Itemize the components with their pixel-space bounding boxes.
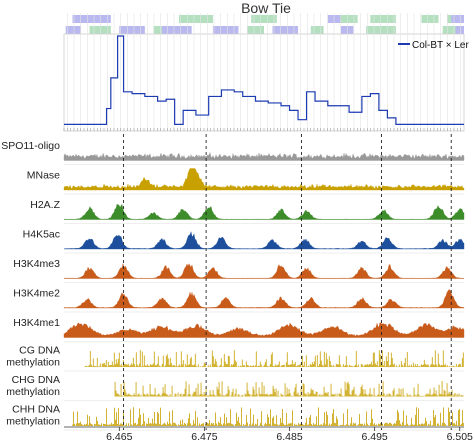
track-area (63, 289, 465, 309)
crossover-panel: Col-BT × Ler (63, 13, 469, 132)
track-area (63, 203, 465, 220)
track-3: H4K5ac (23, 229, 465, 254)
annotation-lower-segment (272, 26, 299, 34)
track-label: H3K4me3 (13, 258, 60, 270)
annotation-lower_green-segment (89, 26, 111, 34)
annotation-lower_green-segment (153, 26, 162, 34)
track-area (63, 152, 465, 161)
annotation-lower_green-segment (246, 26, 264, 34)
x-tick-label: 6.495 (361, 431, 387, 440)
annotation-top-segment (251, 15, 277, 23)
crossover-series-line (64, 35, 464, 125)
track-label: H3K4me2 (13, 288, 60, 300)
track-2: H2A.Z (30, 199, 465, 224)
track-5: H3K4me2 (13, 288, 465, 313)
annotation-top-segment (421, 15, 439, 23)
dashed-markers (123, 134, 452, 430)
annotation-upper-segment (72, 15, 111, 23)
annotation-lower-segment (212, 26, 239, 34)
track-label: SPO11-oligo (1, 140, 60, 152)
track-bars (72, 407, 464, 426)
annotation-top-segment (178, 15, 213, 23)
legend-label: Col-BT × Ler (412, 40, 469, 51)
track-panels: SPO11-oligo MNase H2A.Z H4K5ac H3K4me3 H3K4me… (1, 140, 465, 431)
x-tick-label: 6.465 (106, 431, 132, 440)
annotation-top-segment (370, 15, 396, 23)
track-area (63, 168, 465, 191)
track-0: SPO11-oligo (1, 140, 465, 165)
track-9: CHH DNA methylation (6, 404, 464, 431)
track-label: CHH DNA methylation (6, 404, 60, 428)
track-bars (84, 350, 464, 367)
track-label: H3K4me1 (13, 317, 60, 329)
annotation-upper-segment (451, 15, 464, 23)
annotation-lower-segment (65, 26, 82, 34)
track-7: CG DNA methylation (6, 345, 464, 372)
x-tick-label: 6.485 (276, 431, 302, 440)
track-4: H3K4me3 (13, 258, 465, 283)
annotation-lower-segment (340, 26, 354, 34)
chart-title: Bow Tie (241, 0, 291, 16)
annotation-top-segment (332, 15, 358, 23)
track-label: H2A.Z (30, 199, 60, 211)
track-6: H3K4me1 (13, 317, 465, 342)
track-8: CHG DNA methylation (6, 374, 464, 401)
annotation-rows (65, 15, 464, 34)
crossover-panel-frame (63, 33, 465, 132)
x-axis: 6.465 6.475 6.485 6.495 6.505 (64, 426, 473, 440)
track-label: MNase (27, 170, 60, 182)
annotation-lower-segment (119, 26, 145, 34)
annotation-lower_green-segment (366, 26, 396, 34)
x-tick-label: 6.505 (447, 431, 473, 440)
annotation-lower_green-segment (310, 26, 324, 34)
track-1: MNase (27, 168, 465, 195)
annotation-lower-segment (161, 26, 192, 34)
annotation-lower-segment (455, 26, 464, 34)
x-tick-label: 6.475 (191, 431, 217, 440)
track-label: CG DNA methylation (6, 345, 60, 369)
track-area (63, 322, 465, 338)
track-area (63, 230, 465, 250)
track-area (63, 263, 465, 279)
annotation-lower_green-segment (442, 26, 456, 34)
track-bars (114, 381, 464, 397)
track-label: CHG DNA methylation (6, 374, 60, 398)
track-label: H4K5ac (23, 229, 60, 241)
